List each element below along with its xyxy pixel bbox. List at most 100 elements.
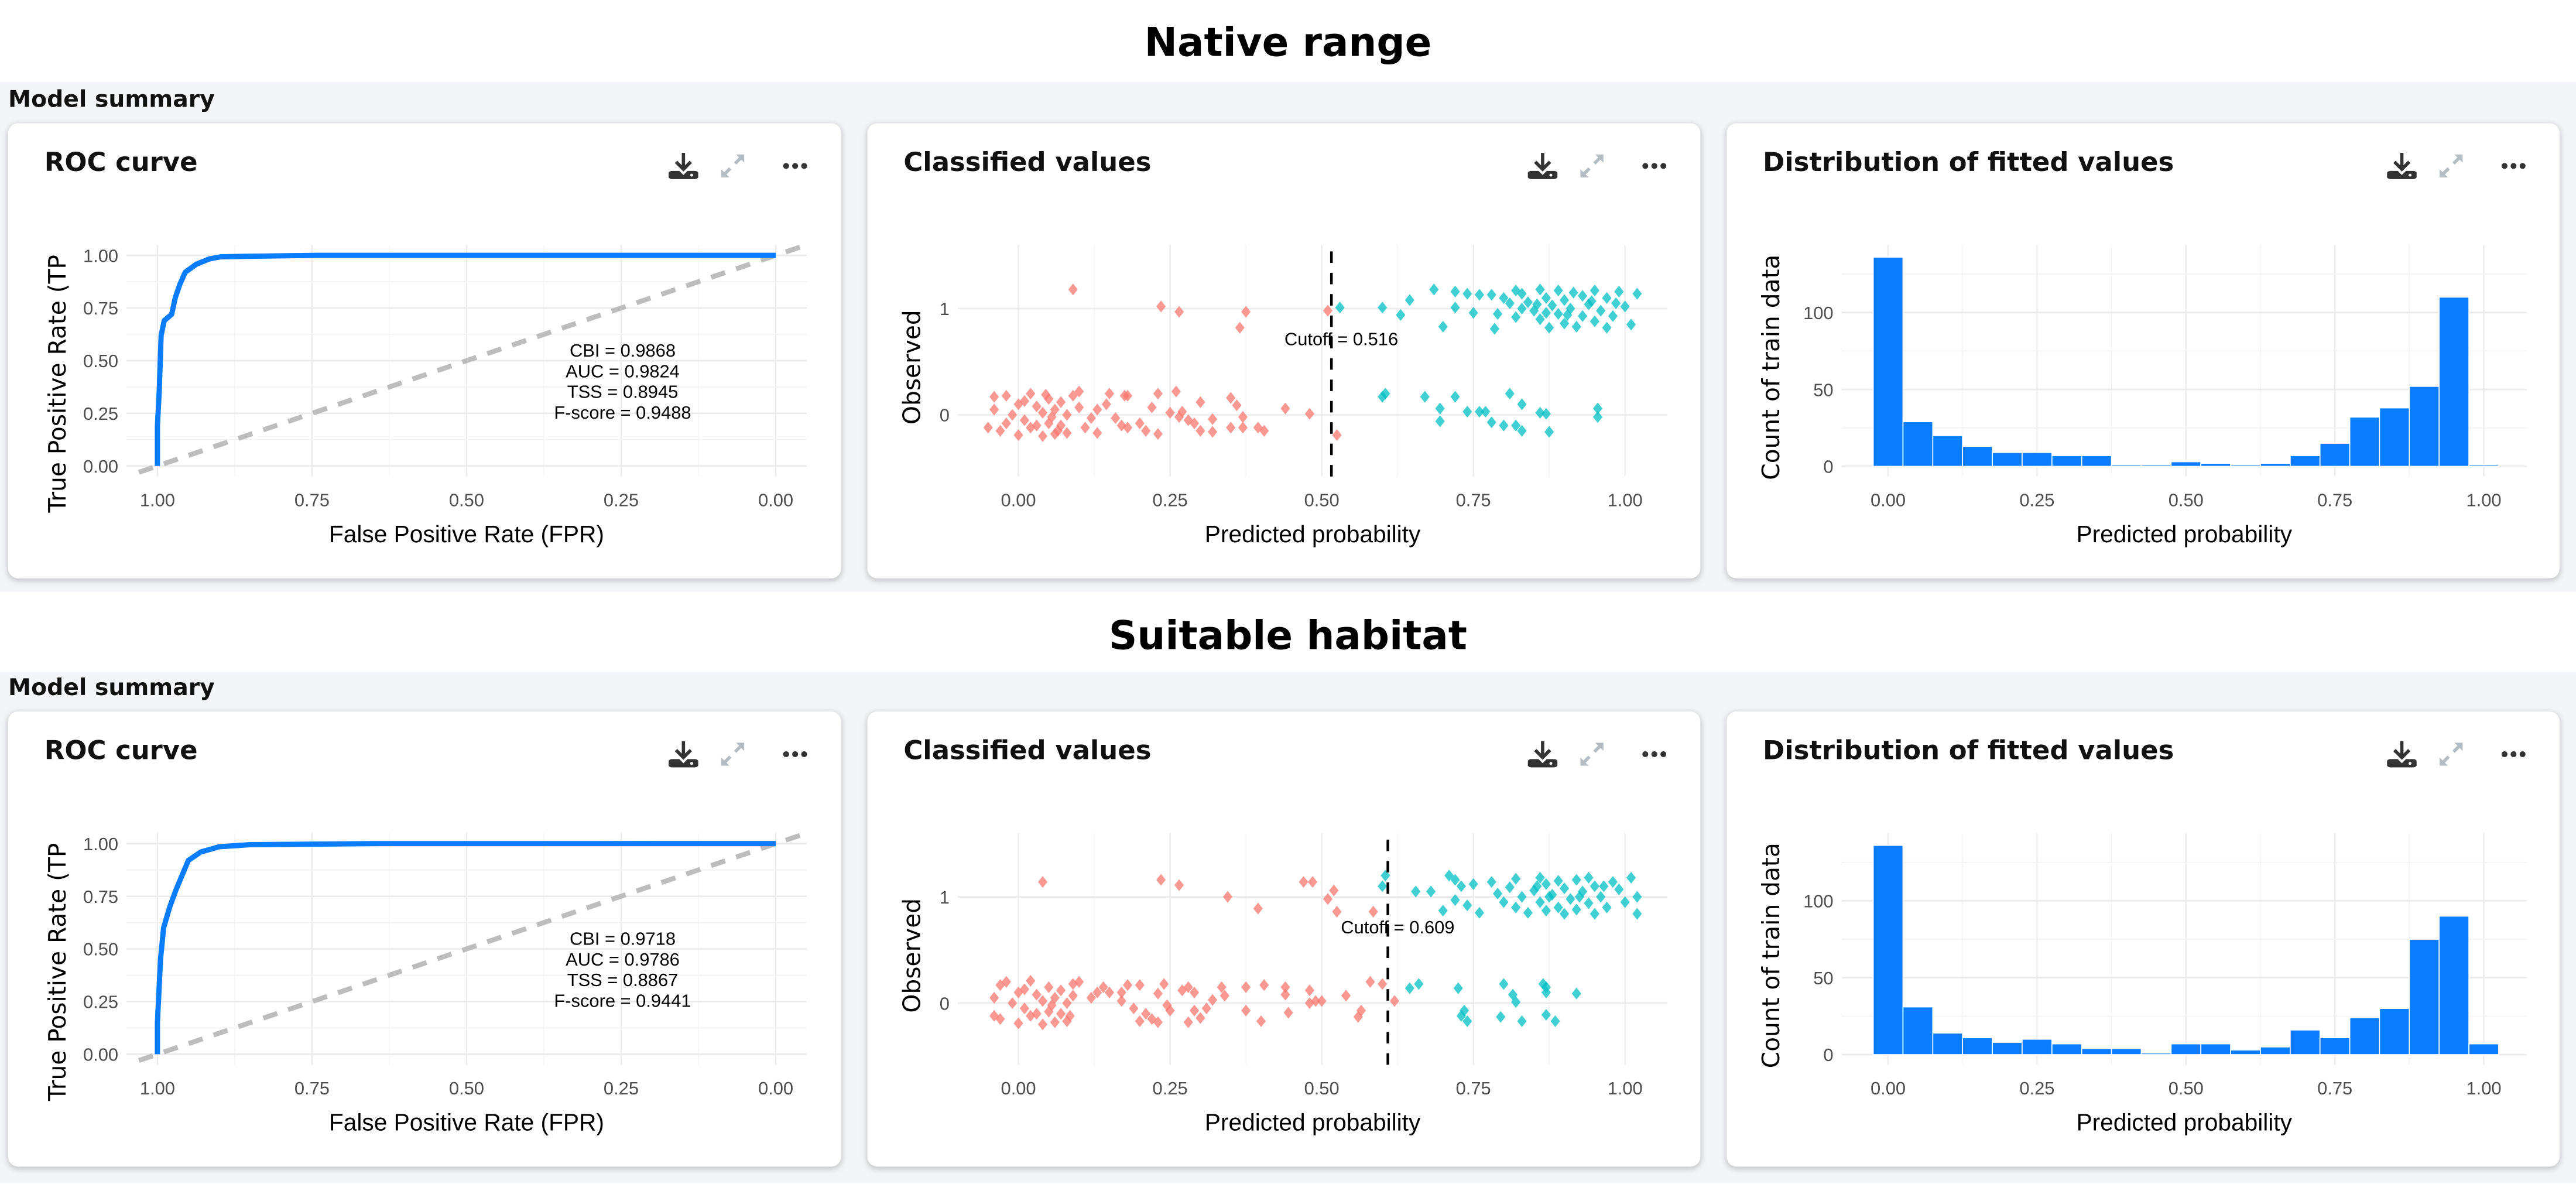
point-above-cutoff [1590, 285, 1599, 297]
y-axis-title: Observed [898, 310, 926, 425]
metric-annotation: CBI = 0.9868 [570, 340, 676, 361]
point-above-cutoff [1620, 300, 1630, 313]
x-tick-label: 0.75 [294, 1078, 330, 1099]
ellipsis-icon [783, 751, 807, 758]
point-above-cutoff [1592, 402, 1603, 415]
more-options-button[interactable] [1639, 740, 1669, 769]
point-below-cutoff [1019, 983, 1030, 995]
more-options-button[interactable] [780, 151, 810, 181]
chart: 0.00 0.25 0.50 0.75 1.00 0 50 100 Predicted prob… [1757, 833, 2527, 1136]
more-options-button[interactable] [1639, 151, 1669, 181]
point-above-cutoff [1493, 888, 1503, 900]
expand-button[interactable] [1577, 151, 1607, 181]
x-tick-label: 0.50 [449, 1078, 484, 1099]
x-axis-title: False Positive Rate (FPR) [329, 521, 604, 547]
point-above-cutoff [1474, 289, 1485, 301]
point-above-cutoff [1505, 881, 1515, 894]
model-summary-label: Model summary [8, 675, 215, 702]
download-button[interactable] [667, 151, 699, 181]
download-button[interactable] [1527, 151, 1558, 181]
point-above-cutoff [1444, 870, 1454, 882]
x-axis-title: False Positive Rate (FPR) [329, 1109, 604, 1136]
expand-button[interactable] [2436, 740, 2466, 769]
y-tick-label: 0 [1823, 457, 1833, 477]
point-above-cutoff [1541, 878, 1551, 890]
card-title: Classified values [903, 146, 1152, 178]
point-below-cutoff [1238, 411, 1248, 423]
point-above-cutoff [1481, 405, 1491, 418]
point-above-cutoff [1414, 978, 1424, 990]
point-below-cutoff [1147, 401, 1157, 413]
x-axis-title: Predicted probability [2076, 521, 2292, 547]
x-tick-label: 0.50 [1304, 490, 1340, 510]
point-below-cutoff [1259, 425, 1269, 437]
histogram-bar [2468, 464, 2499, 467]
metric-annotation: TSS = 0.8867 [567, 970, 679, 990]
expand-icon [721, 154, 745, 178]
section-title-native-range: Native range [1144, 19, 1432, 66]
y-tick-label: 0.00 [83, 1045, 118, 1065]
point-above-cutoff [1535, 283, 1545, 296]
point-above-cutoff [1535, 896, 1545, 908]
histogram-bar [2051, 1043, 2082, 1055]
point-below-cutoff [1104, 388, 1115, 400]
point-below-cutoff [1241, 1004, 1251, 1017]
point-above-cutoff [1499, 896, 1509, 908]
expand-button[interactable] [718, 740, 748, 769]
histogram-bar [1992, 451, 2023, 467]
ellipsis-icon [1642, 163, 1667, 169]
point-below-cutoff [1159, 978, 1169, 990]
point-below-cutoff [1044, 417, 1054, 430]
point-below-cutoff [1068, 990, 1078, 1002]
histogram-bar [2438, 915, 2469, 1055]
download-button[interactable] [1527, 740, 1558, 769]
download-button[interactable] [2386, 151, 2418, 181]
x-axis-title: Predicted probability [1205, 521, 1421, 547]
point-below-cutoff [1165, 406, 1175, 419]
download-button[interactable] [667, 740, 699, 769]
point-above-cutoff [1602, 321, 1612, 334]
point-above-cutoff [1632, 891, 1642, 903]
point-above-cutoff [1435, 415, 1445, 427]
histogram-bar [1872, 844, 1904, 1055]
histogram-bar [2379, 407, 2410, 467]
histogram-bar [1932, 435, 1964, 467]
point-below-cutoff [1201, 1002, 1211, 1015]
expand-button[interactable] [718, 151, 748, 181]
point-below-cutoff [1019, 1002, 1030, 1015]
point-below-cutoff [1304, 408, 1314, 420]
roc-curve-card: ROC curve 1.00 0.75 0.50 0.25 0.00 0.00 0.25 0.5… [8, 711, 841, 1167]
chart: 1.00 0.75 0.50 0.25 0.00 0.00 0.25 0.50 0.75 1.00… [43, 242, 808, 547]
point-below-cutoff [1256, 1015, 1266, 1028]
y-tick-label: 0 [940, 993, 950, 1014]
point-above-cutoff [1435, 402, 1445, 415]
point-below-cutoff [1068, 389, 1078, 402]
gridlines [957, 833, 1668, 1065]
x-tick-label: 0.50 [1304, 1078, 1340, 1099]
point-below-cutoff [1122, 389, 1133, 402]
y-tick-label: 1 [940, 299, 950, 319]
expand-button[interactable] [1577, 740, 1607, 769]
point-below-cutoff [1232, 399, 1242, 412]
point-above-cutoff [1602, 292, 1612, 304]
y-axis-title: True Positive Rate (TP [43, 843, 71, 1101]
point-below-cutoff [1037, 1018, 1048, 1031]
more-options-button[interactable] [780, 740, 810, 769]
point-above-cutoff [1571, 987, 1581, 1000]
point-above-cutoff [1584, 897, 1594, 909]
chart: 1.00 0.75 0.50 0.25 0.00 0.00 0.25 0.50 0.75 1.00… [43, 830, 808, 1136]
point-above-cutoff [1450, 894, 1460, 906]
ellipsis-icon [1642, 751, 1667, 758]
more-options-button[interactable] [2499, 740, 2529, 769]
point-below-cutoff [1259, 979, 1269, 991]
point-above-cutoff [1462, 405, 1472, 418]
download-button[interactable] [2386, 740, 2418, 769]
roc-curve-line [155, 841, 776, 1055]
point-below-cutoff [1122, 979, 1133, 991]
expand-button[interactable] [2436, 151, 2466, 181]
point-below-cutoff [1111, 412, 1121, 425]
point-above-cutoff [1608, 310, 1618, 322]
x-tick-label: 0.25 [2019, 1078, 2054, 1099]
cutoff-label: Cutoff = 0.516 [1284, 328, 1398, 349]
more-options-button[interactable] [2499, 151, 2529, 181]
